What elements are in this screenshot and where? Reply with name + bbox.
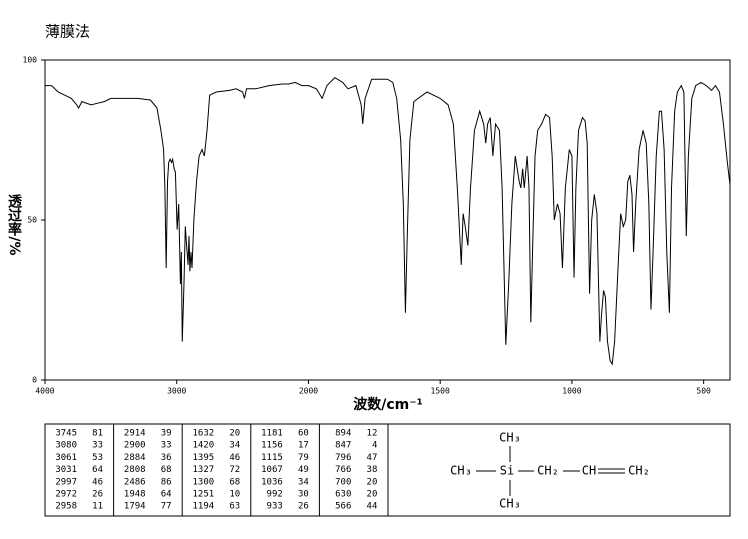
- peak-wavenumber: 2972: [55, 490, 77, 500]
- x-tick-label: 1500: [431, 387, 450, 396]
- peak-transmittance: 34: [298, 477, 309, 487]
- peak-wavenumber: 630: [335, 490, 351, 500]
- peak-transmittance: 4: [372, 441, 377, 451]
- peak-transmittance: 64: [92, 465, 103, 475]
- structure-bonds: [476, 446, 625, 496]
- peak-transmittance: 38: [367, 465, 378, 475]
- structure-group: CH₃: [499, 497, 521, 511]
- structure-group: CH: [582, 464, 596, 478]
- peak-transmittance: 47: [367, 453, 378, 463]
- peak-transmittance: 10: [229, 490, 240, 500]
- peak-transmittance: 64: [161, 490, 172, 500]
- peak-transmittance: 39: [161, 429, 172, 439]
- peak-transmittance: 77: [161, 502, 172, 512]
- peak-transmittance: 46: [92, 477, 103, 487]
- peak-wavenumber: 2808: [124, 465, 146, 475]
- peak-wavenumber: 2914: [124, 429, 146, 439]
- peak-wavenumber: 796: [335, 453, 351, 463]
- chart-title: 薄膜法: [45, 23, 90, 41]
- peak-transmittance: 12: [367, 429, 378, 439]
- peak-wavenumber: 933: [267, 502, 283, 512]
- peak-transmittance: 26: [298, 502, 309, 512]
- peak-wavenumber: 1036: [261, 477, 283, 487]
- peak-transmittance: 20: [367, 490, 378, 500]
- peak-wavenumber: 1181: [261, 429, 283, 439]
- peak-wavenumber: 1067: [261, 465, 283, 475]
- y-tick-label: 100: [23, 56, 38, 65]
- structure-group: CH₂: [537, 464, 559, 478]
- peak-transmittance: 33: [161, 441, 172, 451]
- peak-wavenumber: 1632: [193, 429, 215, 439]
- peak-wavenumber: 766: [335, 465, 351, 475]
- peak-wavenumber: 2958: [55, 502, 77, 512]
- y-tick-label: 0: [32, 376, 37, 385]
- peak-transmittance: 44: [367, 502, 378, 512]
- peak-transmittance: 17: [298, 441, 309, 451]
- peak-wavenumber: 847: [335, 441, 351, 451]
- peak-transmittance: 46: [229, 453, 240, 463]
- peak-wavenumber: 3061: [55, 453, 77, 463]
- peak-wavenumber: 992: [267, 490, 283, 500]
- x-axis-label: 波数/cm⁻¹: [353, 396, 423, 413]
- peak-transmittance: 36: [161, 453, 172, 463]
- x-tick-label: 3000: [167, 387, 186, 396]
- peak-transmittance: 81: [92, 429, 103, 439]
- peak-transmittance: 20: [367, 477, 378, 487]
- y-axis-label: 透过率/%: [6, 194, 22, 255]
- peak-transmittance: 26: [92, 490, 103, 500]
- peak-wavenumber: 1420: [193, 441, 215, 451]
- peak-wavenumber: 1115: [261, 453, 283, 463]
- peak-wavenumber: 1251: [193, 490, 215, 500]
- peak-wavenumber: 1300: [193, 477, 215, 487]
- peak-transmittance: 20: [229, 429, 240, 439]
- peak-wavenumber: 566: [335, 502, 351, 512]
- y-tick-label: 50: [27, 216, 37, 225]
- peak-wavenumber: 700: [335, 477, 351, 487]
- peak-transmittance: 72: [229, 465, 240, 475]
- structure-atom: Si: [500, 464, 514, 478]
- peak-wavenumber: 1156: [261, 441, 283, 451]
- peak-wavenumber: 1327: [193, 465, 215, 475]
- peak-wavenumber: 2884: [124, 453, 146, 463]
- x-tick-label: 1000: [562, 387, 581, 396]
- peak-transmittance: 68: [229, 477, 240, 487]
- plot-frame: [44, 59, 731, 381]
- peak-transmittance: 60: [298, 429, 309, 439]
- structure-group: CH₂: [628, 464, 650, 478]
- peak-wavenumber: 894: [335, 429, 351, 439]
- structure-group: CH₃: [450, 464, 472, 478]
- peak-wavenumber: 2900: [124, 441, 146, 451]
- peak-wavenumber: 3080: [55, 441, 77, 451]
- peak-wavenumber: 2486: [124, 477, 146, 487]
- peak-transmittance: 86: [161, 477, 172, 487]
- x-tick-label: 2000: [299, 387, 318, 396]
- structure-group: CH₃: [499, 431, 521, 445]
- x-tick-label: 500: [696, 387, 711, 396]
- peak-wavenumber: 1794: [124, 502, 146, 512]
- spectrum-line: [45, 76, 731, 366]
- peak-wavenumber: 1395: [193, 453, 215, 463]
- x-tick-label: 4000: [35, 387, 54, 396]
- peak-transmittance: 49: [298, 465, 309, 475]
- peak-transmittance: 79: [298, 453, 309, 463]
- peak-transmittance: 68: [161, 465, 172, 475]
- peak-transmittance: 63: [229, 502, 240, 512]
- peak-transmittance: 53: [92, 453, 103, 463]
- peak-transmittance: 11: [92, 502, 103, 512]
- peak-transmittance: 33: [92, 441, 103, 451]
- peak-wavenumber: 3745: [55, 429, 77, 439]
- peak-wavenumber: 3031: [55, 465, 77, 475]
- peak-wavenumber: 1948: [124, 490, 146, 500]
- peak-wavenumber: 2997: [55, 477, 77, 487]
- peak-transmittance: 30: [298, 490, 309, 500]
- peak-wavenumber: 1194: [193, 502, 215, 512]
- peak-transmittance: 34: [229, 441, 240, 451]
